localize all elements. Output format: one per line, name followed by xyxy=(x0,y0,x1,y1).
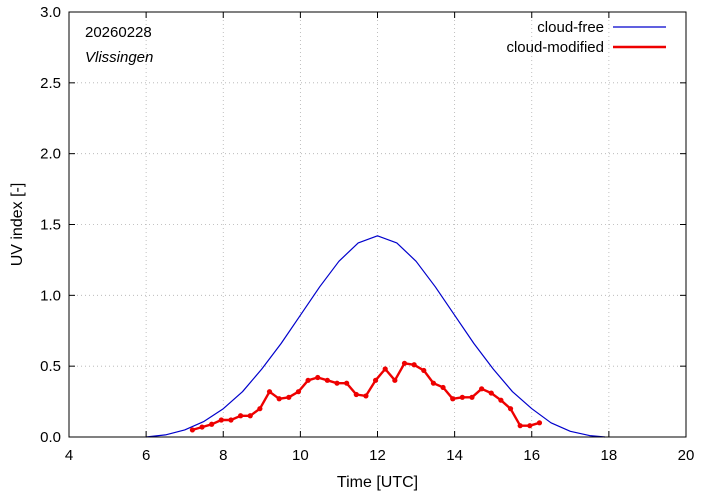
data-point-cloud-modified xyxy=(286,394,292,400)
legend: cloud-free cloud-modified xyxy=(506,19,666,56)
y-tick-label: 0.0 xyxy=(40,429,61,446)
data-point-cloud-modified xyxy=(469,394,475,400)
data-point-cloud-modified xyxy=(334,380,340,386)
data-point-cloud-modified xyxy=(257,406,263,412)
x-tick-label: 18 xyxy=(601,447,618,464)
series-line-cloud-free xyxy=(146,235,606,438)
x-tick-label: 12 xyxy=(369,447,386,464)
series-layer xyxy=(146,235,606,438)
x-tick-label: 10 xyxy=(292,447,309,464)
data-point-cloud-modified xyxy=(295,389,302,395)
data-point-cloud-modified xyxy=(353,391,359,398)
y-tick-label: 2.5 xyxy=(40,75,61,92)
data-point-cloud-modified xyxy=(527,423,533,429)
data-point-cloud-modified xyxy=(411,362,417,368)
data-point-cloud-modified xyxy=(276,396,282,402)
x-tick-label: 4 xyxy=(65,447,73,464)
y-axis-title: UV index [-] xyxy=(9,183,26,267)
data-point-cloud-modified xyxy=(199,424,205,430)
data-point-cloud-modified xyxy=(266,389,273,395)
data-point-cloud-modified xyxy=(440,384,446,391)
data-point-cloud-modified xyxy=(488,390,494,396)
y-tick-label: 0.5 xyxy=(40,358,61,375)
data-point-cloud-modified xyxy=(305,377,311,383)
date-annotation: 20260228 xyxy=(85,24,152,41)
data-point-cloud-modified xyxy=(344,380,350,386)
data-point-cloud-modified xyxy=(382,366,388,372)
data-point-cloud-modified xyxy=(209,421,215,427)
data-point-cloud-modified xyxy=(392,377,398,383)
data-point-cloud-modified xyxy=(450,396,456,402)
x-tick-label: 14 xyxy=(446,447,463,464)
grid xyxy=(69,12,686,437)
data-point-cloud-modified xyxy=(372,377,379,383)
data-point-cloud-modified xyxy=(498,397,504,403)
y-tick-label: 1.5 xyxy=(40,217,61,234)
data-point-cloud-modified xyxy=(238,413,244,419)
data-point-cloud-modified xyxy=(536,420,543,426)
data-point-cloud-modified xyxy=(479,386,485,392)
data-point-cloud-modified xyxy=(421,367,427,374)
data-point-cloud-modified xyxy=(189,427,195,433)
station-annotation: Vlissingen xyxy=(85,49,153,66)
data-point-cloud-modified xyxy=(218,417,224,423)
ticks: 4 6 8 10 12 14 16 18 20 0.0 0.5 1.0 1.5 2.0 2.5 3.0 xyxy=(40,4,694,464)
data-point-cloud-modified xyxy=(430,380,437,386)
data-point-cloud-modified xyxy=(401,360,408,366)
data-point-cloud-modified xyxy=(324,377,330,383)
data-point-cloud-modified xyxy=(228,417,234,423)
data-point-cloud-modified xyxy=(459,394,465,400)
data-point-cloud-modified xyxy=(315,374,321,381)
data-point-cloud-modified xyxy=(517,423,523,429)
legend-label-cloud-free: cloud-free xyxy=(537,19,604,36)
x-tick-label: 20 xyxy=(678,447,695,464)
x-tick-label: 6 xyxy=(142,447,150,464)
x-axis-title: Time [UTC] xyxy=(337,474,418,491)
y-tick-label: 2.0 xyxy=(40,146,61,163)
data-point-cloud-modified xyxy=(507,406,514,412)
y-tick-label: 3.0 xyxy=(40,4,61,21)
x-tick-label: 16 xyxy=(523,447,540,464)
x-tick-label: 8 xyxy=(219,447,227,464)
y-tick-label: 1.0 xyxy=(40,287,61,304)
data-point-cloud-modified xyxy=(247,413,253,419)
data-point-cloud-modified xyxy=(363,393,369,399)
legend-label-cloud-modified: cloud-modified xyxy=(506,39,604,56)
